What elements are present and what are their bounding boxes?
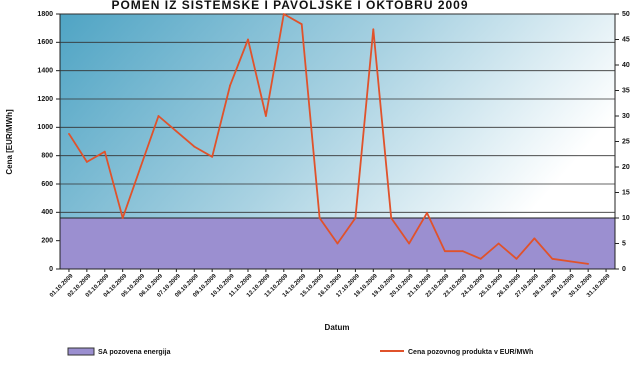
x-axis: 01.10.200902.10.200903.10.200904.10.2009…: [49, 269, 612, 299]
y-right-tick-label: 40: [622, 62, 630, 69]
y-right-tick-label: 25: [622, 138, 630, 145]
y-left-tick-label: 1000: [37, 124, 53, 131]
data-point: [318, 217, 321, 219]
data-point: [354, 217, 357, 219]
y-left-tick-label: 1200: [37, 96, 53, 103]
data-point: [121, 217, 124, 219]
line-series: [68, 13, 590, 265]
legend: SA pozovena energija Cena pozovnog produ…: [67, 347, 533, 356]
y-left-tick-label: 600: [41, 181, 53, 188]
y-axis-right: 0 5 10 15 20 25 30 35 40 45 50: [615, 11, 630, 273]
y-left-tick-label: 0: [49, 266, 53, 273]
y-left-tick-label: 200: [41, 238, 53, 245]
y-axis-label: Cena [EUR/MWh]: [5, 109, 14, 175]
y-left-tick-label: 1800: [37, 11, 53, 18]
data-point: [103, 150, 106, 153]
y-right-tick-label: 0: [622, 266, 626, 273]
data-point: [68, 132, 70, 135]
data-point: [157, 115, 160, 117]
data-point: [211, 155, 214, 158]
series-line: [68, 13, 589, 265]
data-point: [390, 217, 393, 219]
data-point: [229, 84, 231, 87]
data-point: [247, 38, 249, 41]
data-point: [264, 115, 267, 117]
y-left-tick-label: 400: [41, 209, 53, 216]
y-right-tick-label: 45: [622, 36, 630, 43]
y-right-tick-label: 30: [622, 113, 630, 120]
chart-title: POMEN IZ SISTEMSKE I PAVOLJSKE I OKTOBRU…: [111, 0, 468, 12]
data-point: [193, 145, 196, 148]
legend-swatch-area: [67, 347, 95, 356]
y-left-tick-label: 1600: [37, 39, 53, 46]
x-axis-label: Datum: [325, 323, 350, 332]
y-right-tick-label: 35: [622, 87, 630, 94]
data-point: [139, 166, 142, 168]
data-point: [282, 13, 285, 15]
y-right-tick-label: 5: [622, 240, 626, 247]
data-point: [336, 242, 339, 245]
y-right-tick-label: 10: [622, 215, 630, 222]
data-point: [533, 237, 536, 240]
y-right-tick-label: 50: [622, 11, 630, 18]
y-right-tick-label: 15: [622, 189, 630, 196]
data-point: [408, 242, 411, 245]
data-point: [587, 263, 590, 265]
data-point: [426, 212, 428, 214]
data-point: [461, 250, 464, 253]
data-point: [479, 257, 482, 260]
legend-label-line: Cena pozovnog produkta v EUR/MWh: [408, 349, 533, 356]
data-point: [444, 250, 446, 253]
data-point: [85, 161, 88, 163]
y-axis-left: 0 200 400 600 800 1000 1200 1400 1600 1800: [37, 11, 60, 273]
legend-label-area: SA pozovena energija: [98, 349, 171, 356]
y-left-tick-label: 800: [41, 153, 53, 160]
data-point: [551, 257, 554, 260]
data-point: [175, 130, 178, 133]
y-right-tick-label: 20: [622, 164, 630, 171]
data-point: [515, 257, 518, 260]
data-point: [372, 28, 375, 31]
y-left-tick-label: 1400: [37, 68, 53, 75]
data-point: [497, 242, 500, 245]
data-point: [300, 23, 303, 26]
data-point: [569, 260, 572, 263]
